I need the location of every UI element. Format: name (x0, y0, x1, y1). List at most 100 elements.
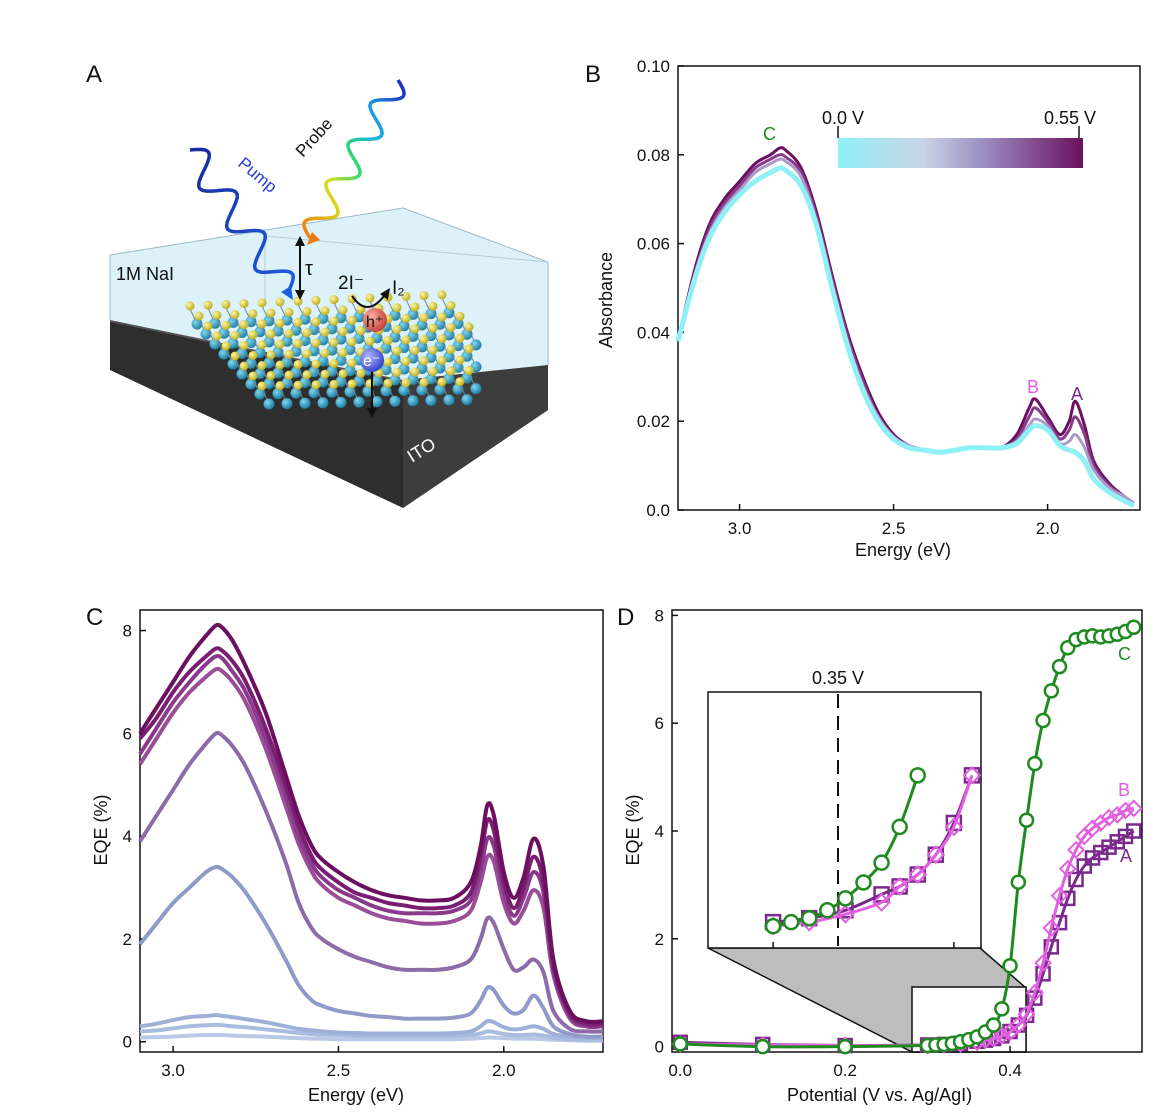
series-b-point (1034, 954, 1052, 972)
series-c-point (837, 1038, 853, 1055)
d-y-axis-label: EQE (%) (623, 794, 643, 865)
plot-frame-b (677, 65, 1141, 511)
c-x-axis-label: Energy (eV) (308, 1085, 404, 1105)
b-x-tick-label: 3.0 (728, 519, 752, 538)
inset-series-c-point (782, 913, 800, 931)
mos2-lattice (185, 290, 482, 410)
series-a-point (1126, 823, 1142, 839)
series-c-point (994, 1001, 1010, 1017)
b-y-tick-label: 0.10 (637, 57, 670, 76)
inset-series-c-point (855, 874, 872, 891)
series-c-point (754, 1038, 771, 1055)
inset-series-c-point (837, 890, 854, 907)
b-y-tick-label: 0.0 (646, 501, 670, 520)
series-b-point (1042, 919, 1061, 937)
b-x-tick-label: 2.0 (1036, 519, 1060, 538)
eqe-spectrum-2 (138, 646, 604, 1027)
eqe-spectrum-3 (138, 653, 604, 1030)
series-b-point (1009, 1016, 1028, 1034)
series-c-point (1018, 812, 1035, 828)
inset-series-b-point (835, 904, 855, 924)
inset-marker-label: 0.35 V (812, 668, 864, 688)
eqe-potential-chart: 0.0 0.2 0.4 0 2 4 6 8 0.35 V Potential (V vs. A… (623, 606, 1143, 1105)
voltage-colorbar (838, 138, 1083, 168)
series-c-point (1126, 619, 1142, 635)
eqe-spectrum-7 (139, 1012, 604, 1040)
series-a-point (1068, 871, 1084, 888)
panel-label-b: B (585, 61, 601, 88)
b-y-tick-label: 0.08 (637, 146, 670, 165)
series-b-point (1124, 799, 1143, 818)
iodine-label: I₂ (392, 278, 405, 299)
a-exciton-label: A (1071, 384, 1083, 404)
c-x-tick-label: 2.5 (327, 1061, 351, 1080)
b-x-axis-label: Energy (eV) (855, 540, 951, 560)
electron-sphere (360, 348, 384, 372)
d-y-tick-label: 2 (655, 930, 664, 949)
c-exciton-label: C (763, 124, 776, 144)
series-c-label: C (1118, 644, 1131, 664)
series-c-point (1043, 683, 1060, 699)
panel-label-c: C (86, 604, 103, 631)
inset-series-c-point (764, 917, 782, 935)
d-y-tick-label: 8 (655, 606, 664, 625)
eqe-spectrum-8 (139, 1022, 604, 1042)
c-y-tick-label: 8 (123, 622, 132, 641)
inset-series-b-point (944, 817, 964, 837)
schematic-illustration: Pump Probe τ 1M NaI 2I⁻ I₂ h⁺ e⁻ ITO (109, 79, 549, 508)
series-b-point (1100, 808, 1118, 827)
c-x-tick-label: 3.0 (161, 1061, 185, 1080)
series-a-point (1043, 939, 1060, 955)
d-x-axis-label: Potential (V vs. Ag/AgI) (787, 1085, 972, 1105)
inset-series-b-point (872, 892, 891, 912)
pump-arrowhead (281, 286, 293, 300)
eqe-spectrum-1 (138, 622, 604, 1024)
b-x-tick-label: 2.5 (882, 519, 906, 538)
inset-series-b-point (962, 765, 982, 785)
series-b-point (1025, 983, 1044, 1002)
panel-label-d: D (617, 604, 634, 631)
absorbance-chart: 3.0 2.5 2.0 0.0 0.02 0.04 0.06 0.08 0.10 Energy … (596, 57, 1141, 560)
probe-label: Probe (292, 114, 336, 160)
inset-series-c-point (800, 909, 818, 927)
inset-series-c-point (873, 854, 890, 871)
b-exciton-label: B (1027, 377, 1039, 397)
b-y-tick-label: 0.04 (637, 323, 670, 342)
plot-frame-c (139, 609, 604, 1053)
eqe-spectra-chart: 3.0 2.5 2.0 0 2 4 6 8 Energy (eV) EQE (%) (91, 609, 604, 1105)
series-b-point (1058, 859, 1077, 878)
hole-label: h⁺ (366, 314, 383, 331)
inset-series-c-point (819, 902, 836, 919)
tau-label: τ (305, 258, 313, 280)
eqe-spectrum-6 (138, 864, 604, 1039)
series-c-point (1027, 755, 1043, 772)
inset-series-b-point (908, 865, 928, 884)
d-x-tick-label: 0.4 (998, 1061, 1022, 1080)
d-y-tick-label: 0 (655, 1038, 664, 1057)
b-y-axis-label: Absorbance (596, 252, 616, 348)
oxidation-arrow (351, 295, 385, 308)
series-c-point (985, 1017, 1002, 1033)
inset-series-b-point (890, 877, 910, 896)
hole-sphere (363, 308, 387, 332)
probe-arrowhead (307, 232, 320, 245)
b-y-tick-label: 0.02 (637, 412, 670, 431)
series-c-point (672, 1036, 688, 1052)
colorbar-max-label: 0.55 V (1044, 108, 1096, 128)
pump-beam (189, 147, 296, 293)
colorbar-min-label: 0.0 V (822, 108, 864, 128)
series-c-point (1010, 874, 1027, 890)
electron-label: e⁻ (363, 353, 380, 370)
eqe-spectrum-9 (139, 1033, 604, 1043)
series-c-point (1002, 958, 1018, 974)
series-a-point (1060, 890, 1076, 907)
absorbance-series-3 (676, 157, 1135, 505)
panel-label-a: A (86, 61, 102, 88)
series-a-label: A (1120, 846, 1132, 866)
series-b-point (1050, 886, 1069, 905)
iodide-label: 2I⁻ (338, 273, 364, 294)
c-y-tick-label: 2 (123, 930, 132, 949)
pump-label: Pump (234, 154, 280, 197)
c-y-tick-label: 0 (123, 1033, 132, 1052)
series-b-point (992, 1026, 1011, 1045)
